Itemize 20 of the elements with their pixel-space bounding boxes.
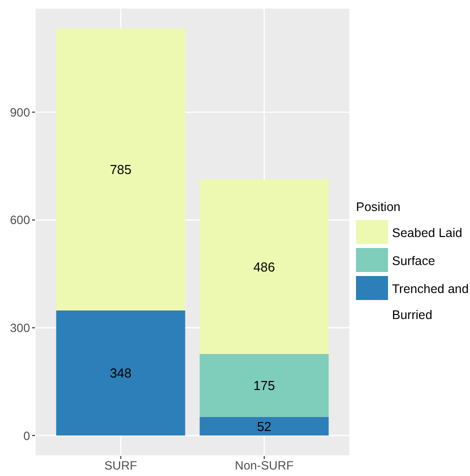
y-tick-label: 0 — [23, 428, 30, 443]
legend-label: Surface — [392, 253, 436, 270]
bar — [56, 310, 186, 436]
legend-label: Seabed Laid — [392, 225, 462, 242]
data-label: 486 — [253, 259, 276, 274]
data-label: 52 — [256, 418, 272, 434]
y-tick-label: 900 — [10, 105, 30, 120]
bar — [200, 354, 329, 417]
x-tick-label: SURF — [104, 458, 138, 473]
y-tick-label: 300 — [10, 321, 30, 336]
x-tick-label: Non-SURF — [234, 458, 294, 473]
data-label: 785 — [110, 162, 132, 178]
data-label: 175 — [253, 378, 276, 394]
legend-label: Trenched and Burried — [392, 281, 470, 324]
bar — [56, 28, 186, 310]
legend-title: Position — [356, 200, 402, 214]
data-label: 348 — [110, 366, 132, 381]
y-tick-label: 600 — [10, 213, 30, 228]
bar — [200, 416, 329, 436]
bar — [200, 179, 329, 354]
